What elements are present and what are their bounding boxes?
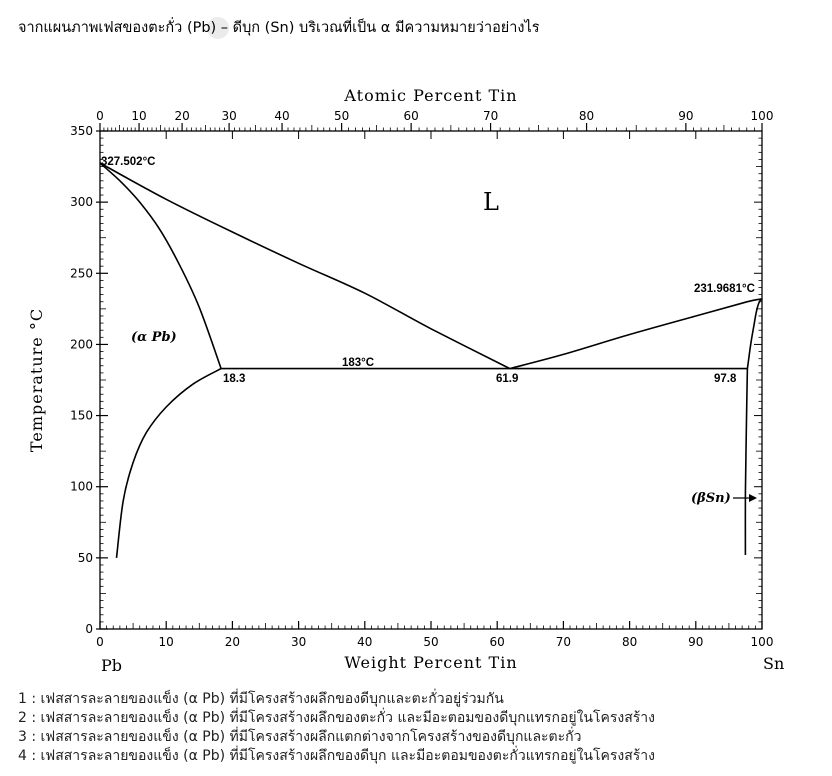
top-tick-label: 30 bbox=[221, 109, 236, 123]
x-tick-label: 80 bbox=[622, 635, 637, 649]
y-tick-label: 350 bbox=[70, 124, 93, 138]
top-tick-label: 70 bbox=[483, 109, 498, 123]
phase-boundary-7 bbox=[744, 368, 749, 556]
x-tick-label: 0 bbox=[96, 635, 104, 649]
watermark bbox=[207, 17, 229, 39]
choice-4[interactable]: 4 : เฟสสารละลายของแข็ง (α Pb) ที่มีโครงส… bbox=[18, 748, 655, 764]
top-tick-label: 50 bbox=[334, 109, 349, 123]
pb-end-label: Pb bbox=[101, 656, 122, 675]
liquid-region-label: L bbox=[483, 188, 499, 216]
y-axis-label: Temperature °C bbox=[27, 308, 46, 452]
top-axis-label: Atomic Percent Tin bbox=[343, 86, 517, 105]
axis-ticks: 0 10 20 30 40 50 60 70 80 90 100 0 10 20 30 40 50 60 70 80 9… bbox=[70, 109, 773, 649]
alpha-region-label: (α Pb) bbox=[131, 330, 177, 345]
y-tick-label: 200 bbox=[70, 337, 93, 351]
eutectic-temp-label: 183°C bbox=[342, 357, 374, 369]
x-tick-label: 90 bbox=[688, 635, 703, 649]
choice-2[interactable]: 2 : เฟสสารละลายของแข็ง (α Pb) ที่มีโครงส… bbox=[18, 710, 655, 726]
phase-diagram: 0 10 20 30 40 50 60 70 80 90 100 0 10 20 30 40 50 60 70 80 9… bbox=[27, 86, 784, 675]
y-tick-label: 250 bbox=[70, 266, 93, 280]
question-text: จากแผนภาพเฟสของตะกั่ว (Pb) – ดีบุก (Sn) … bbox=[18, 20, 540, 36]
answer-choices: 1 : เฟสสารละลายของแข็ง (α Pb) ที่มีโครงส… bbox=[18, 690, 828, 766]
y-tick-label: 100 bbox=[70, 480, 93, 494]
y-tick-label: 50 bbox=[78, 551, 93, 565]
phase-boundaries bbox=[99, 162, 763, 559]
beta-region-label: (βSn) bbox=[691, 491, 731, 506]
y-tick-label: 300 bbox=[70, 195, 93, 209]
choice-3[interactable]: 3 : เฟสสารละลายของแข็ง (α Pb) ที่มีโครงส… bbox=[18, 729, 582, 745]
y-tick-label: 0 bbox=[85, 622, 93, 636]
top-tick-label: 20 bbox=[174, 109, 189, 123]
x-tick-label: 40 bbox=[357, 635, 372, 649]
y-tick-label: 150 bbox=[70, 409, 93, 423]
x-tick-label: 20 bbox=[225, 635, 240, 649]
top-tick-label: 0 bbox=[96, 109, 104, 123]
sn-end-label: Sn bbox=[763, 654, 784, 673]
top-tick-label: 80 bbox=[579, 109, 594, 123]
phase-boundary-6 bbox=[746, 298, 763, 369]
beta-limit-label: 97.8 bbox=[714, 373, 737, 385]
eutectic-comp-label: 61.9 bbox=[496, 373, 518, 385]
phase-boundary-2 bbox=[509, 298, 763, 370]
x-tick-label: 50 bbox=[423, 635, 438, 649]
top-tick-label: 60 bbox=[403, 109, 418, 123]
top-tick-label: 100 bbox=[751, 109, 774, 123]
sn-melting-label: 231.9681°C bbox=[694, 283, 755, 295]
phase-boundary-1 bbox=[99, 162, 511, 370]
x-tick-label: 30 bbox=[291, 635, 306, 649]
top-tick-label: 90 bbox=[678, 109, 693, 123]
alpha-limit-label: 18.3 bbox=[223, 373, 245, 385]
top-tick-label: 40 bbox=[274, 109, 289, 123]
x-tick-label: 100 bbox=[751, 635, 774, 649]
x-axis-label: Weight Percent Tin bbox=[344, 653, 517, 672]
x-tick-label: 10 bbox=[159, 635, 174, 649]
x-tick-label: 60 bbox=[490, 635, 505, 649]
phase-boundary-3 bbox=[99, 162, 222, 369]
x-tick-label: 70 bbox=[556, 635, 571, 649]
top-tick-label: 10 bbox=[131, 109, 146, 123]
pb-melting-label: 327.502°C bbox=[101, 156, 155, 168]
phase-boundary-5 bbox=[115, 367, 222, 559]
choice-1[interactable]: 1 : เฟสสารละลายของแข็ง (α Pb) ที่มีโครงส… bbox=[18, 691, 504, 707]
beta-pointer-arrowhead bbox=[749, 494, 757, 502]
